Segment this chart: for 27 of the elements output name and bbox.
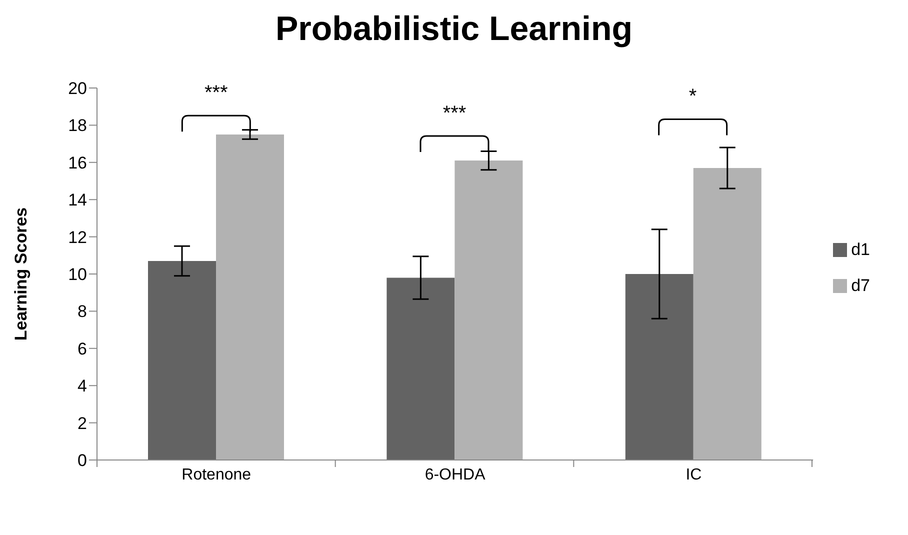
y-tick-label: 6 [78,339,87,358]
y-tick-label: 0 [78,451,87,470]
y-tick-label: 18 [68,116,87,136]
bar [454,160,523,460]
x-tick-label: IC [686,466,702,484]
y-tick-label: 8 [78,302,87,322]
y-axis-title: Learning Scores [11,207,30,341]
annotation: *** [204,82,228,104]
y-tick-label: 10 [68,265,87,284]
annotation: *** [442,102,466,124]
bar [386,278,455,460]
bar [625,274,694,460]
y-tick-label: 20 [68,79,87,98]
y-tick-label: 16 [68,153,87,172]
legend-label: d7 [851,276,870,294]
x-tick-label: Rotenone [182,466,252,484]
y-tick-label: 14 [68,190,87,210]
annotation: * [688,86,697,108]
legend-label: d1 [851,240,870,258]
y-tick-label: 4 [78,376,87,396]
y-tick-label: 2 [78,414,87,433]
chart-title: Probabilistic Learning [274,10,634,49]
y-tick-label: 12 [68,228,87,247]
bar [148,260,216,460]
bar [693,168,762,460]
x-tick-label: 6-OHDA [424,466,486,484]
bar [216,134,284,460]
